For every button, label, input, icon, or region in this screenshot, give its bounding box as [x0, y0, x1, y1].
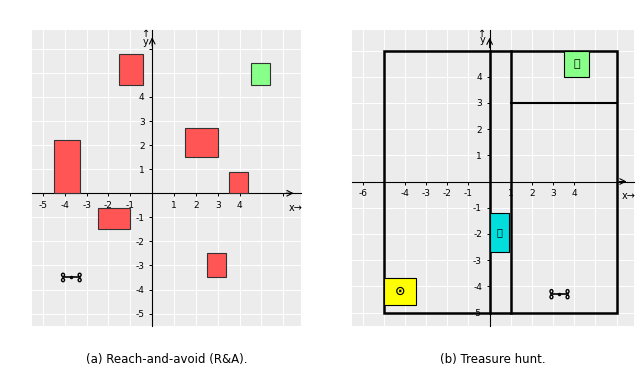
Bar [185, 128, 218, 157]
Bar [384, 51, 617, 313]
Bar [120, 54, 143, 85]
Bar [54, 140, 80, 193]
Text: (a) Reach-and-avoid (R&A).: (a) Reach-and-avoid (R&A). [86, 353, 247, 366]
Text: (b) Treasure hunt.: (b) Treasure hunt. [440, 353, 546, 366]
Text: y: y [143, 37, 148, 47]
Bar [564, 51, 589, 77]
Text: y: y [479, 35, 485, 45]
Text: 🔒: 🔒 [496, 228, 502, 238]
Bar [228, 172, 248, 193]
Text: ↑: ↑ [478, 28, 486, 38]
Text: 🔑: 🔑 [573, 59, 580, 69]
Bar [207, 253, 227, 278]
Text: x→: x→ [289, 203, 302, 213]
Text: ↑: ↑ [141, 29, 150, 40]
Bar [384, 279, 415, 305]
Text: x→: x→ [621, 191, 636, 201]
Bar [250, 63, 270, 85]
Text: ⊙: ⊙ [394, 285, 405, 298]
Bar [490, 213, 509, 252]
Bar [97, 208, 131, 229]
